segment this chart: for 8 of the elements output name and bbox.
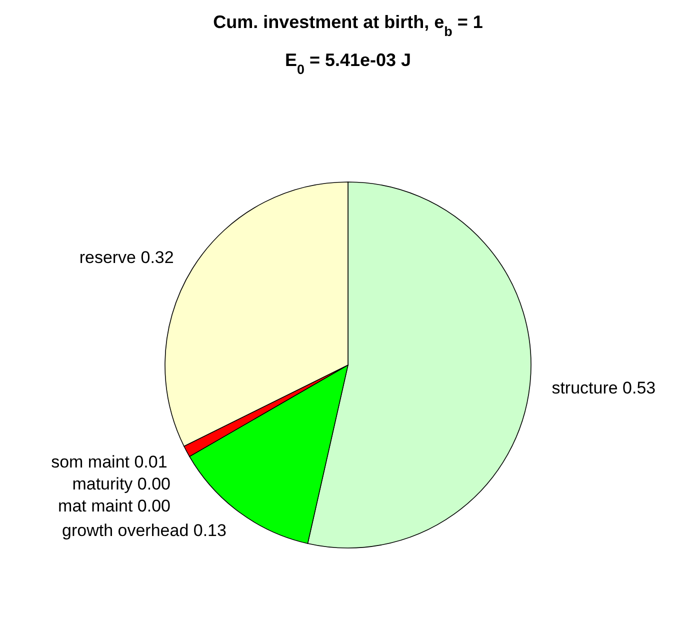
category-label: maturity 0.00 [72,474,170,494]
slice-label: structure 0.53 [552,378,656,398]
slice-label: som maint 0.01 [51,452,168,472]
chart-title: Cum. investment at birth, e$_{b}$ = 1 [213,12,483,38]
category-label: mat maint 0.00 [58,496,170,516]
slice-label: growth overhead 0.13 [62,521,226,540]
chart-subtitle: E$_{0}$ = 5.41e-03 J [284,50,412,76]
slice-label: reserve 0.32 [79,248,174,267]
